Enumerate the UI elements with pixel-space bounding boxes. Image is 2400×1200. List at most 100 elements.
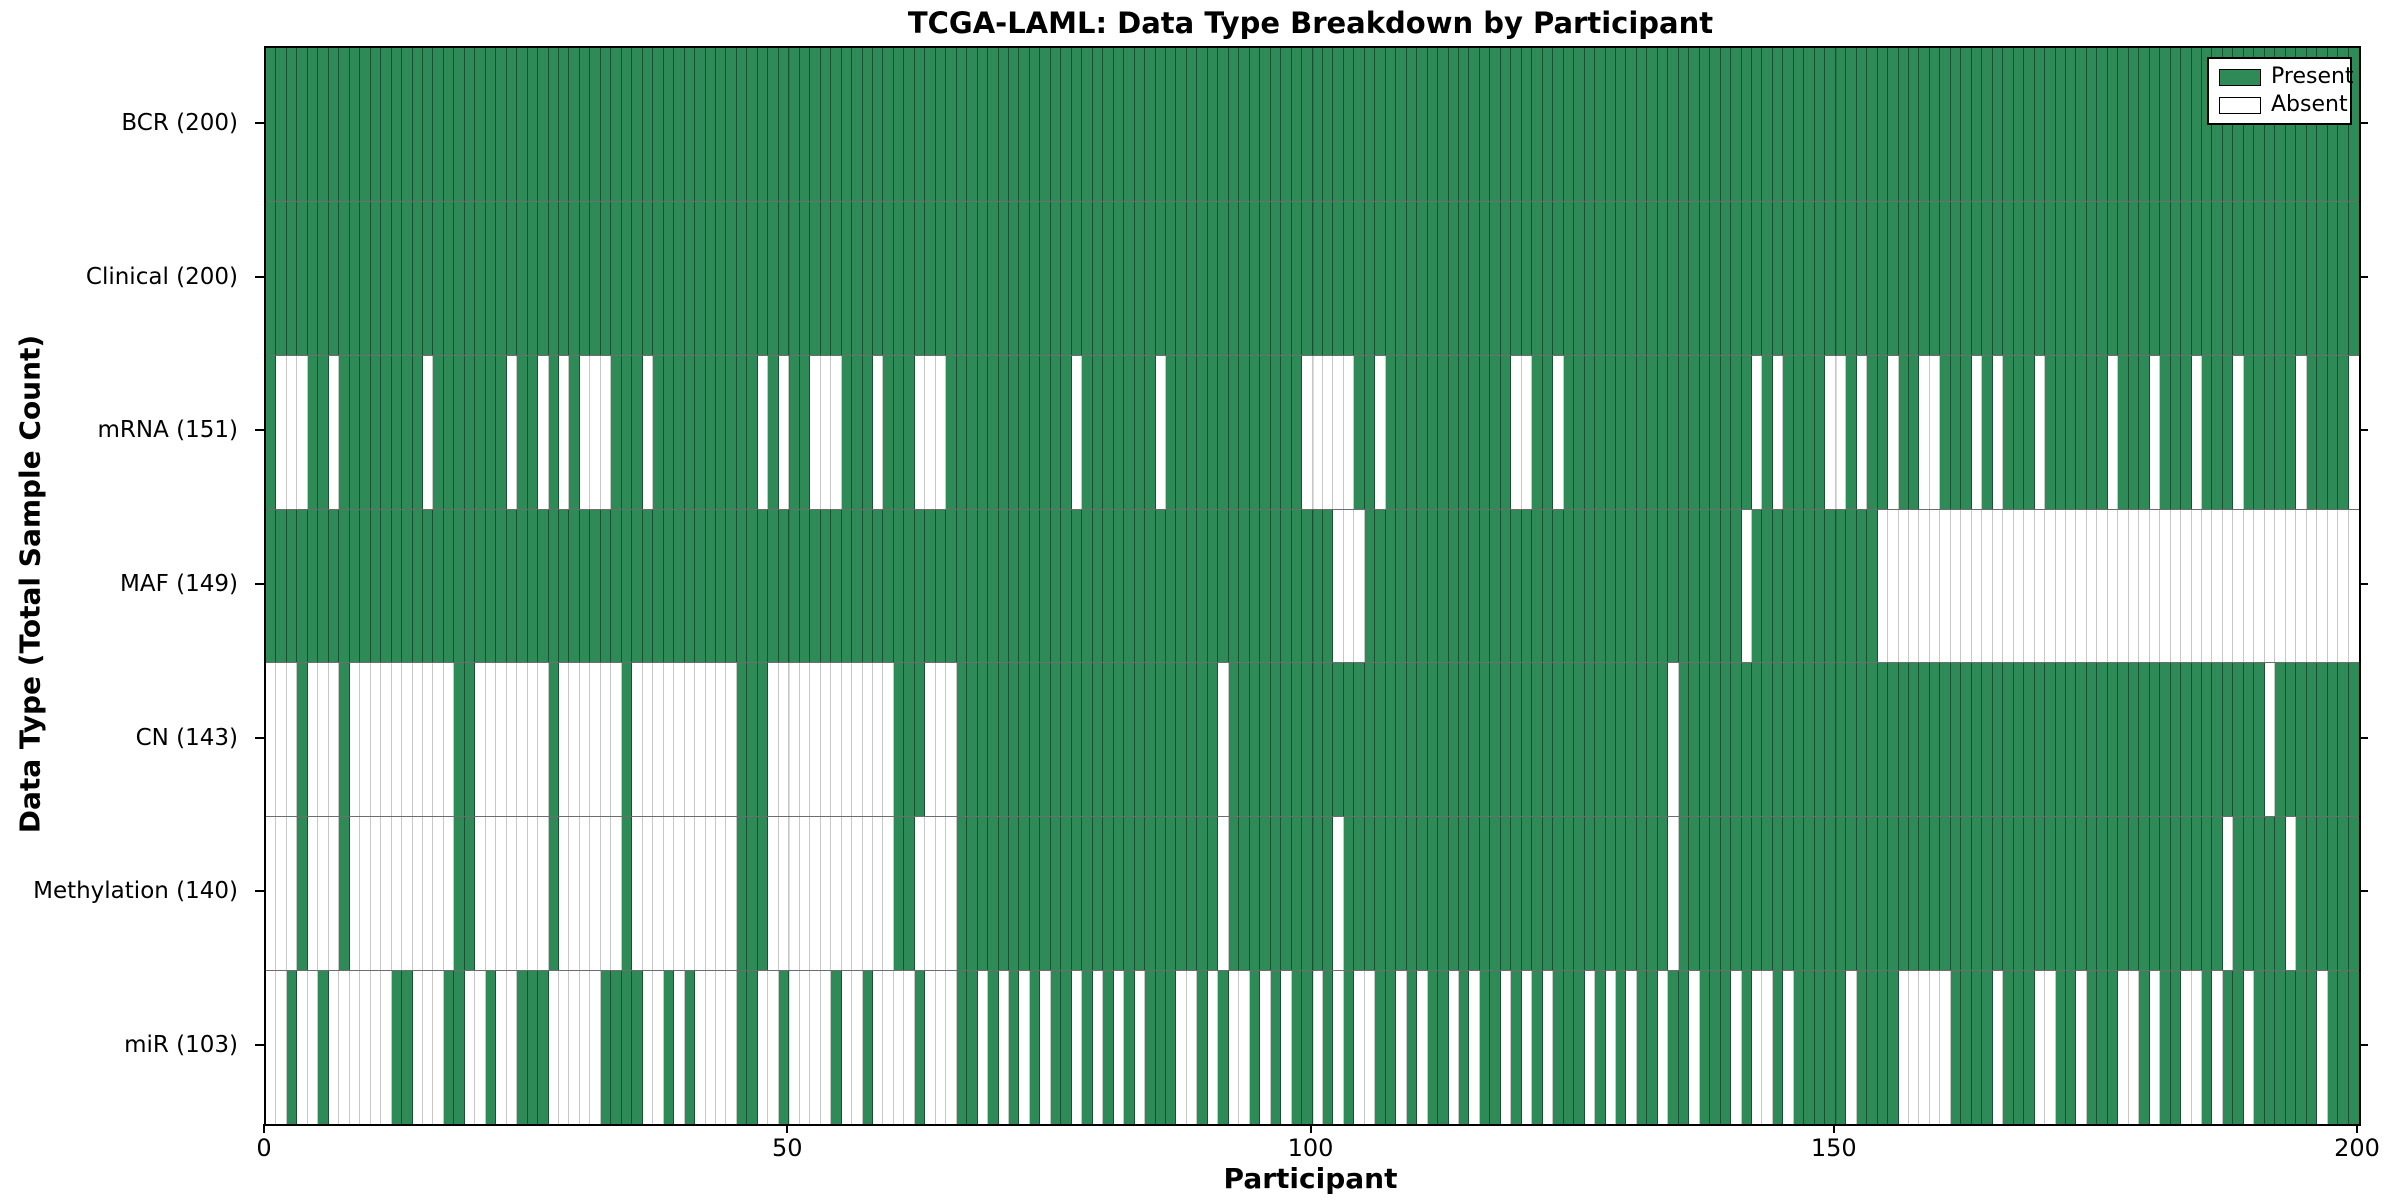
heatmap-cell: [2160, 509, 2171, 663]
heatmap-cell: [1176, 48, 1187, 201]
heatmap-cell: [443, 201, 455, 355]
heatmap-cell: [1354, 971, 1365, 1125]
heatmap-cell: [862, 355, 873, 509]
heatmap-cell: [1846, 663, 1857, 817]
heatmap-cell: [1542, 817, 1554, 971]
heatmap-cell: [1678, 48, 1690, 201]
heatmap-cell: [559, 48, 570, 201]
heatmap-cell: [443, 663, 455, 817]
heatmap-cell: [1228, 971, 1240, 1125]
heatmap-cell: [339, 509, 350, 663]
heatmap-cell: [2003, 971, 2014, 1125]
heatmap-cell: [1846, 971, 1857, 1125]
heatmap-cell: [956, 971, 968, 1125]
heatmap-cell: [1050, 48, 1062, 201]
heatmap-cell: [286, 663, 298, 817]
heatmap-cell: [2086, 817, 2098, 971]
heatmap-cell: [1605, 48, 1616, 201]
row-label-Methylation: Methylation (140): [33, 878, 238, 905]
heatmap-cell: [307, 355, 319, 509]
heatmap-cell: [2128, 201, 2140, 355]
heatmap-cell: [2045, 817, 2056, 971]
heatmap-cell: [1971, 48, 1983, 201]
heatmap-cell: [747, 817, 758, 971]
heatmap-cell: [496, 48, 507, 201]
heatmap-cell: [1888, 201, 1899, 355]
heatmap-cell: [1689, 971, 1700, 1125]
heatmap-cell: [1720, 201, 1732, 355]
heatmap-cell: [1082, 48, 1093, 201]
heatmap-cell: [1689, 509, 1700, 663]
heatmap-cell: [1615, 817, 1627, 971]
heatmap-cell: [266, 355, 277, 509]
heatmap-cell: [1521, 817, 1533, 971]
heatmap-cell: [506, 48, 518, 201]
heatmap-cell: [1071, 971, 1083, 1125]
heatmap-cell: [967, 971, 978, 1125]
heatmap-cell: [443, 971, 455, 1125]
heatmap-cell: [2348, 355, 2359, 509]
heatmap-cell: [1417, 817, 1428, 971]
heatmap-cell: [1155, 355, 1166, 509]
heatmap-cell: [914, 663, 926, 817]
heatmap-cell: [2296, 817, 2307, 971]
heatmap-cell: [485, 509, 497, 663]
heatmap-cell: [1595, 663, 1606, 817]
heatmap-cell: [1009, 201, 1020, 355]
heatmap-cell: [632, 48, 643, 201]
y-tick-mark: [255, 429, 264, 432]
heatmap-cell: [297, 355, 308, 509]
heatmap-cell: [328, 201, 340, 355]
row-label-MAF: MAF (149): [120, 570, 238, 597]
heatmap-cell: [2285, 971, 2297, 1125]
heatmap-cell: [988, 663, 999, 817]
heatmap-cell: [1197, 355, 1208, 509]
heatmap-cell: [1678, 971, 1690, 1125]
heatmap-cell: [1678, 509, 1690, 663]
heatmap-cell: [464, 817, 476, 971]
heatmap-cell: [559, 663, 570, 817]
heatmap-cell: [548, 971, 560, 1125]
heatmap-cell: [1961, 663, 1972, 817]
heatmap-cell: [1584, 201, 1596, 355]
heatmap-cell: [1741, 663, 1753, 817]
heatmap-cell: [1197, 48, 1208, 201]
heatmap-cell: [2243, 355, 2255, 509]
heatmap-cell: [1772, 817, 1784, 971]
heatmap-cell: [1469, 971, 1480, 1125]
heatmap-cell: [2170, 971, 2182, 1125]
heatmap-cell: [799, 971, 811, 1125]
heatmap-cell: [1647, 817, 1658, 971]
heatmap-cell: [381, 48, 392, 201]
heatmap-cell: [768, 201, 779, 355]
heatmap-cell: [757, 663, 769, 817]
heatmap-cell: [349, 48, 361, 201]
heatmap-cell: [1291, 663, 1303, 817]
heatmap-cell: [1762, 663, 1773, 817]
heatmap-cell: [1888, 663, 1899, 817]
heatmap-cell: [1113, 48, 1125, 201]
heatmap-cell: [2306, 971, 2318, 1125]
heatmap-cell: [684, 663, 696, 817]
heatmap-cell: [569, 509, 580, 663]
heatmap-cell: [1165, 971, 1177, 1125]
heatmap-cell: [422, 48, 434, 201]
heatmap-cell: [1668, 201, 1679, 355]
heatmap-cell: [2275, 971, 2286, 1125]
heatmap-cell: [1406, 355, 1418, 509]
heatmap-cell: [1396, 201, 1407, 355]
heatmap-cell: [1856, 509, 1868, 663]
x-tick-label: 150: [1810, 1134, 1857, 1162]
heatmap-cell: [360, 817, 371, 971]
heatmap-cell: [1281, 509, 1292, 663]
heatmap-cell: [1249, 663, 1261, 817]
heatmap-cell: [2118, 817, 2129, 971]
heatmap-cell: [1877, 817, 1889, 971]
plot-area: [264, 46, 2361, 1126]
heatmap-cell: [2338, 971, 2349, 1125]
heatmap-cell: [1584, 509, 1596, 663]
heatmap-cell: [1165, 663, 1177, 817]
heatmap-cell: [2097, 971, 2108, 1125]
heatmap-cell: [2254, 509, 2265, 663]
heatmap-cell: [2222, 355, 2234, 509]
